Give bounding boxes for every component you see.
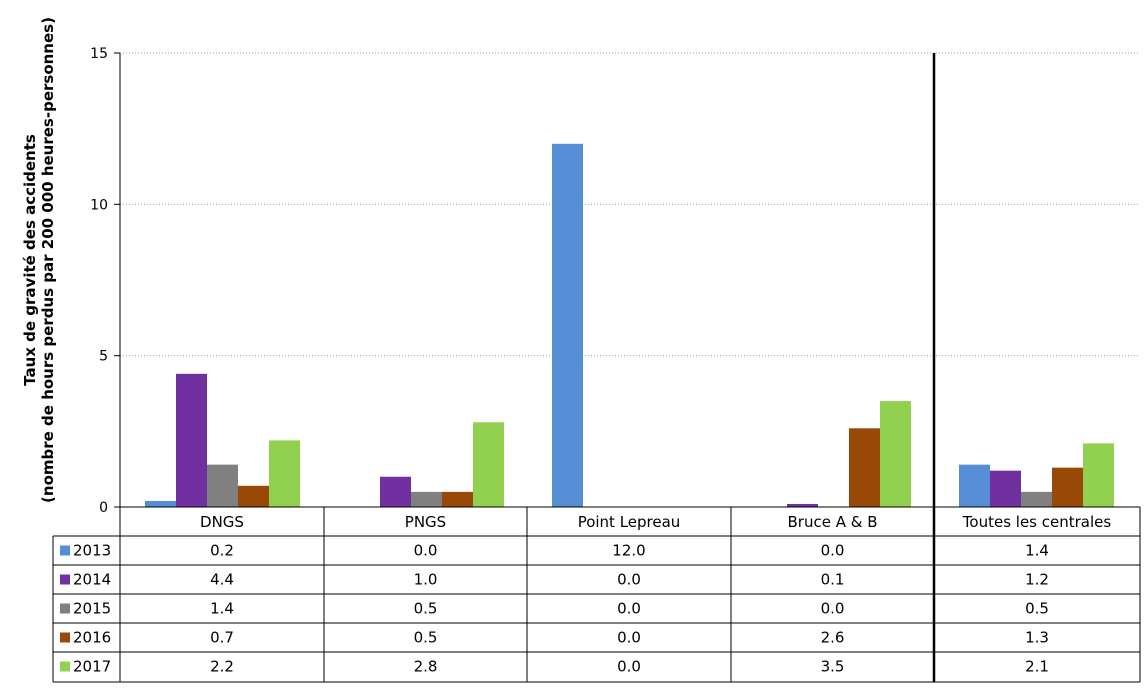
bar-2013-2	[552, 143, 583, 508]
bar-2017-1	[473, 422, 504, 507]
category-label: Point Lepreau	[578, 513, 681, 531]
bar-2013-4	[959, 464, 990, 507]
table-value: 0.5	[1025, 600, 1049, 618]
bar-2016-0	[238, 485, 269, 507]
table-value: 1.4	[1025, 542, 1049, 560]
table-value: 0.1	[821, 571, 845, 589]
bar-2015-4	[1021, 491, 1052, 507]
bar-2015-1	[411, 491, 442, 507]
bar-2013-0	[145, 500, 176, 507]
table-value: 0.2	[210, 542, 234, 560]
table-value: 0.0	[617, 629, 641, 647]
table-value: 0.7	[210, 629, 234, 647]
table-value: 1.2	[1025, 571, 1049, 589]
category-label: PNGS	[405, 513, 446, 531]
table-value: 0.0	[617, 571, 641, 589]
legend-swatch-2013	[60, 545, 70, 556]
bar-2016-4	[1052, 467, 1083, 507]
legend-label-2014: 2014	[73, 571, 111, 589]
category-label: DNGS	[200, 513, 244, 531]
table-value: 12.0	[612, 542, 645, 560]
bar-2015-0	[207, 464, 238, 507]
table-value: 2.2	[210, 658, 234, 676]
bar-2014-4	[990, 470, 1021, 507]
table-value: 2.8	[414, 658, 438, 676]
y-tick-label: 5	[99, 349, 108, 365]
legend-label-2013: 2013	[73, 542, 111, 560]
table-value: 0.0	[617, 658, 641, 676]
legend-label-2016: 2016	[73, 629, 111, 647]
y-axis-title-line-1: Taux de gravité des accidents	[21, 134, 39, 386]
bar-2017-0	[269, 440, 300, 507]
y-tick-label: 10	[90, 197, 108, 213]
bar-2016-3	[849, 428, 880, 507]
bar-2016-1	[442, 491, 473, 507]
legend-swatch-2016	[60, 632, 70, 643]
table-value: 0.5	[414, 600, 438, 618]
table-value: 2.6	[821, 629, 845, 647]
table-value: 4.4	[210, 571, 234, 589]
table-value: 1.4	[210, 600, 234, 618]
bar-2014-1	[380, 476, 411, 507]
bar-2014-3	[787, 503, 818, 507]
table-value: 0.0	[821, 542, 845, 560]
table-value: 0.5	[414, 629, 438, 647]
table-value: 1.3	[1025, 629, 1049, 647]
table-value: 3.5	[821, 658, 845, 676]
legend-label-2017: 2017	[73, 658, 111, 676]
table-value: 2.1	[1025, 658, 1049, 676]
y-axis-title-line-2: (nombre de hours perdus par 200 000 heur…	[39, 17, 57, 503]
category-label: Bruce A & B	[788, 513, 878, 531]
table-value: 0.0	[414, 542, 438, 560]
legend-label-2015: 2015	[73, 600, 111, 618]
y-tick-label: 0	[99, 500, 108, 516]
legend-swatch-2014	[60, 574, 70, 585]
table-value: 0.0	[821, 600, 845, 618]
legend-swatch-2017	[60, 661, 70, 672]
bar-2017-4	[1083, 443, 1114, 507]
bar-2017-3	[880, 401, 911, 507]
table-value: 1.0	[414, 571, 438, 589]
bar-2014-0	[176, 373, 207, 507]
table-value: 0.0	[617, 600, 641, 618]
category-label: Toutes les centrales	[962, 513, 1112, 531]
legend-swatch-2015	[60, 603, 70, 614]
y-tick-label: 15	[90, 46, 108, 62]
